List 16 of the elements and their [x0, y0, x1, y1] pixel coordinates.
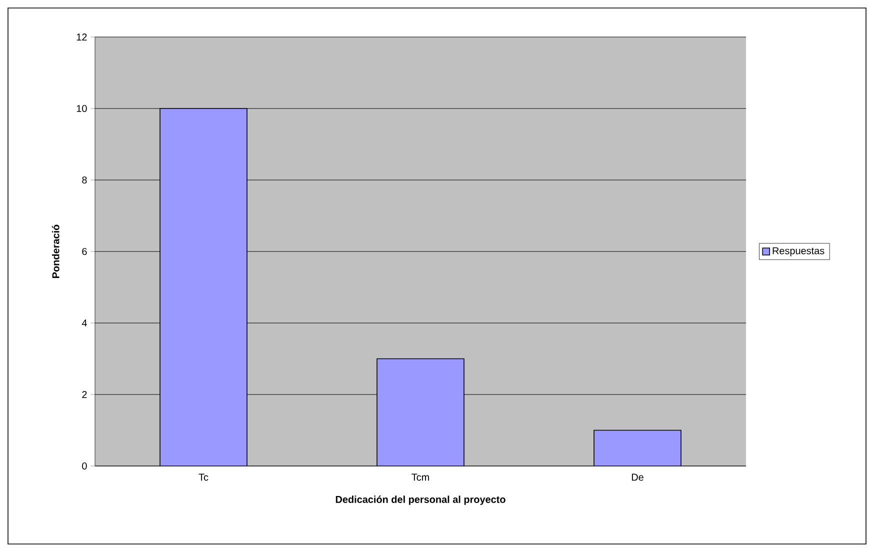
x-axis-title: Dedicación del personal al proyecto	[336, 496, 506, 505]
y-tick-label: 8	[82, 176, 87, 184]
bar	[160, 108, 248, 466]
y-tick-label: 12	[76, 34, 87, 40]
x-tick-label: Tc	[198, 474, 208, 481]
bar	[376, 358, 464, 466]
y-tick-label: 2	[82, 391, 87, 398]
y-tick-label: 10	[76, 104, 87, 112]
legend-label: Respuestas	[772, 247, 824, 256]
y-axis-title: Ponderació	[52, 224, 60, 278]
y-tick-label: 6	[82, 248, 87, 256]
x-tick-label: De	[632, 474, 644, 481]
x-tick-label: Tcm	[412, 474, 429, 481]
y-tick-label: 4	[82, 320, 87, 326]
bar	[594, 430, 682, 466]
y-tick-label: 0	[82, 462, 87, 470]
